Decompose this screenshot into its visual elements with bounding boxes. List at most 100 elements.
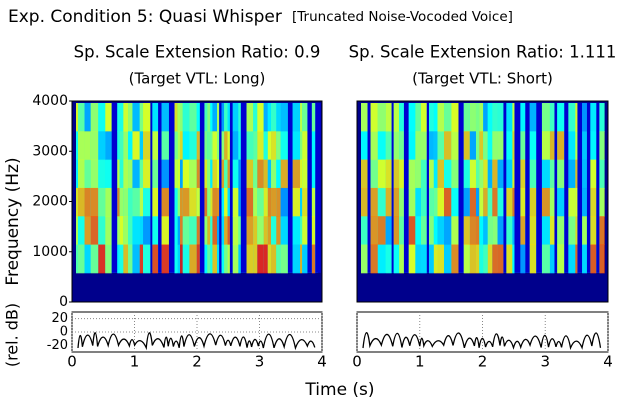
spectrogram-band — [139, 103, 144, 132]
spectrogram-band — [174, 216, 178, 246]
spectrogram-band — [415, 103, 421, 132]
spectrogram-band — [84, 103, 91, 132]
spectrogram-band — [128, 131, 133, 161]
spectrogram-band — [487, 244, 493, 274]
spectrogram-band — [483, 131, 488, 161]
spectrogram-band — [177, 187, 180, 217]
spectrogram-band — [399, 131, 404, 161]
spectrogram-band — [433, 244, 438, 274]
spectrogram-band — [207, 103, 211, 132]
spectrogram-band — [90, 159, 99, 189]
spectrogram-band — [557, 187, 565, 217]
spectrogram-band — [541, 244, 550, 274]
spectrogram-band — [276, 131, 281, 161]
spectrogram-band — [189, 103, 197, 132]
spectrogram-band — [415, 131, 421, 161]
spectrogram-band — [238, 216, 241, 246]
spectrogram-band — [232, 187, 239, 217]
x-tick-label: 1 — [415, 353, 425, 371]
spectrogram-band — [76, 216, 79, 246]
spectrogram-band — [385, 244, 392, 274]
spectrogram-band — [84, 244, 91, 274]
spectrogram-band — [271, 244, 277, 274]
x-tick-label: 3 — [540, 353, 550, 371]
spectrogram-band — [119, 216, 124, 246]
spectrogram-band — [267, 244, 272, 274]
spectrogram-band — [227, 131, 230, 161]
spectrogram-band — [599, 216, 605, 246]
panel-subtitle: (Target VTL: Long) — [129, 70, 266, 88]
y-tick-label: 0 — [59, 294, 68, 310]
spectrogram-band — [599, 103, 605, 132]
spectrogram-band — [253, 131, 258, 161]
spectrogram-band — [253, 159, 258, 189]
spectrogram-band — [529, 244, 537, 274]
spectrogram-band — [224, 103, 228, 132]
spectrogram-band — [311, 216, 316, 246]
spectrogram-band — [204, 159, 208, 189]
spectrogram-band — [497, 187, 504, 217]
spectrogram-band — [177, 216, 180, 246]
spectrogram-band — [182, 216, 190, 246]
spectrogram-band — [512, 159, 515, 189]
spectrogram-band — [132, 187, 140, 217]
spectrogram-band — [557, 103, 565, 132]
spectrogram-band — [204, 216, 208, 246]
spectrogram-band — [361, 159, 368, 189]
panel-title: Sp. Scale Extension Ratio: 1.111 — [349, 43, 617, 62]
spectrogram-band — [399, 187, 404, 217]
spectrogram-band — [196, 216, 200, 246]
spectrogram-band — [119, 103, 124, 132]
spectrogram-band — [300, 187, 303, 217]
spectrogram-band — [174, 103, 178, 132]
spectrogram-band — [119, 159, 124, 189]
spectrogram-band — [139, 216, 144, 246]
spectrogram-band — [152, 216, 159, 246]
spectrogram-band — [549, 244, 555, 274]
spectrogram-band — [393, 103, 400, 132]
spectrogram-band — [84, 131, 91, 161]
spectrogram-band — [302, 131, 308, 161]
spectrogram-band — [512, 187, 515, 217]
spectrogram-band — [76, 187, 79, 217]
spectrogram — [356, 100, 609, 303]
spectrogram-band — [182, 159, 190, 189]
spectrogram-band — [520, 159, 526, 189]
spectrogram-band — [232, 244, 239, 274]
spectrogram-band — [399, 159, 404, 189]
spectrogram-band — [408, 244, 416, 274]
spectrogram-band — [280, 159, 288, 189]
spectrogram-band — [479, 187, 484, 217]
spectrogram-band — [204, 131, 208, 161]
spectrogram-band — [529, 159, 537, 189]
spectrogram-band — [90, 244, 99, 274]
spectrogram-band — [132, 103, 140, 132]
spectrogram-gap — [458, 103, 464, 273]
spectrogram-band — [575, 216, 578, 246]
spectrogram-band — [90, 187, 99, 217]
spectrogram-band — [385, 216, 392, 246]
spectrogram-band — [76, 244, 79, 274]
spectrogram-band — [271, 216, 277, 246]
spectrogram-band — [549, 216, 555, 246]
spectrogram-band — [311, 244, 316, 274]
spectrogram-band — [541, 187, 550, 217]
spectrogram-band — [506, 159, 513, 189]
spectrogram-band — [483, 216, 488, 246]
spectrogram-band — [78, 216, 85, 246]
x-tick-label: 4 — [603, 353, 613, 371]
spectrogram-band — [393, 187, 400, 217]
spectrogram-band — [582, 187, 587, 217]
spectrogram-band — [549, 131, 555, 161]
spectrogram-band — [541, 103, 550, 132]
spectrogram-gap — [525, 103, 530, 273]
spectrogram-band — [300, 216, 303, 246]
spectrogram-band — [280, 103, 288, 132]
spectrogram-band — [428, 131, 434, 161]
spectrogram-band — [506, 244, 513, 274]
spectrogram-band — [210, 103, 213, 132]
spectrogram-gap — [150, 103, 153, 273]
spectrogram-band — [302, 159, 308, 189]
spectrogram-band — [207, 159, 211, 189]
spectrogram-gap — [240, 103, 247, 273]
